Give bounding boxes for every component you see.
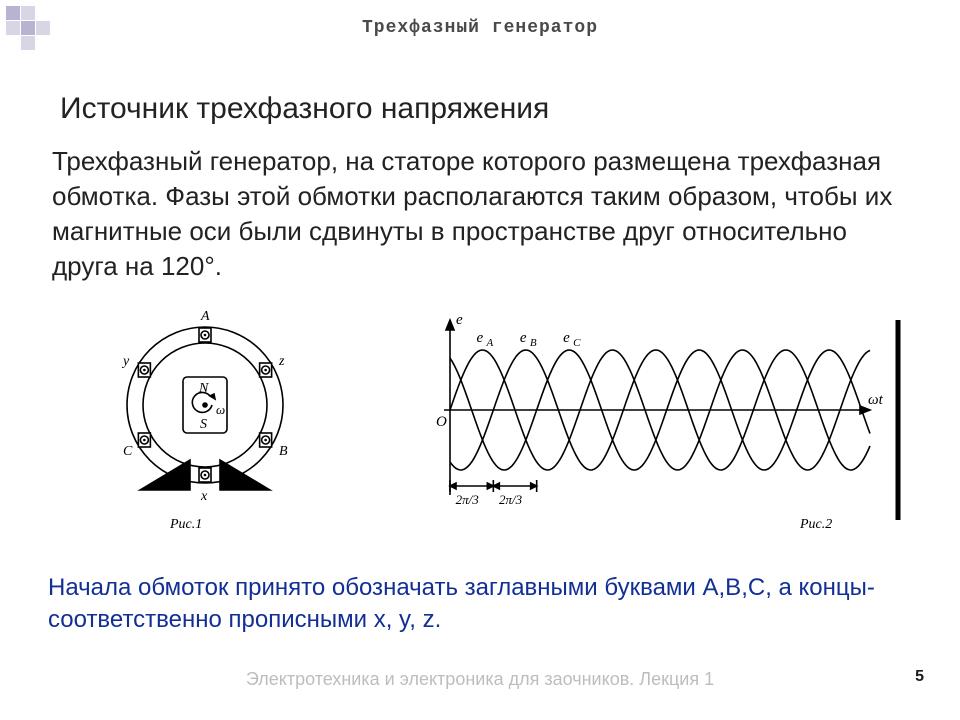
svg-text:e: e [477,330,484,346]
heading: Источник трехфазного напряжения [60,92,549,126]
svg-text:C: C [573,337,581,349]
svg-text:e: e [456,312,463,328]
svg-text:ω: ω [216,402,225,417]
svg-text:e: e [520,330,527,346]
figure-2: eωtOeAeBeC2π/32π/3 Рис.2 [400,310,920,550]
svg-text:B: B [530,337,537,349]
svg-text:A: A [486,337,494,349]
svg-text:C: C [123,444,133,459]
svg-text:N: N [198,381,209,396]
figures-row: AzBxCyNSω Рис.1 eωtOeAeBeC2π/32π/3 Рис.2 [0,310,960,550]
fig2-caption: Рис.2 [799,517,832,532]
svg-text:ωt: ωt [868,392,884,408]
svg-text:2π/3: 2π/3 [456,492,480,507]
svg-text:S: S [200,417,207,432]
bottom-text: Начала обмоток принято обозначать заглав… [48,572,912,637]
svg-text:2π/3: 2π/3 [499,492,523,507]
svg-text:z: z [278,354,285,369]
svg-text:x: x [200,489,208,504]
figure-1: Az Bx Cy N Sω Рис.1 [80,310,380,550]
svg-text:e: e [563,330,570,346]
body-text: Трехфазный генератор, на статоре которог… [52,144,916,284]
slide-title: Трехфазный генератор [0,18,960,38]
svg-text:B: B [279,444,288,459]
svg-text:O: O [436,414,447,430]
footer-text: Электротехника и электроника для заочник… [0,669,960,690]
svg-text:y: y [121,354,130,369]
fig1-caption: Рис.1 [169,517,202,532]
svg-text:A: A [200,310,210,324]
page-number: 5 [915,668,924,686]
